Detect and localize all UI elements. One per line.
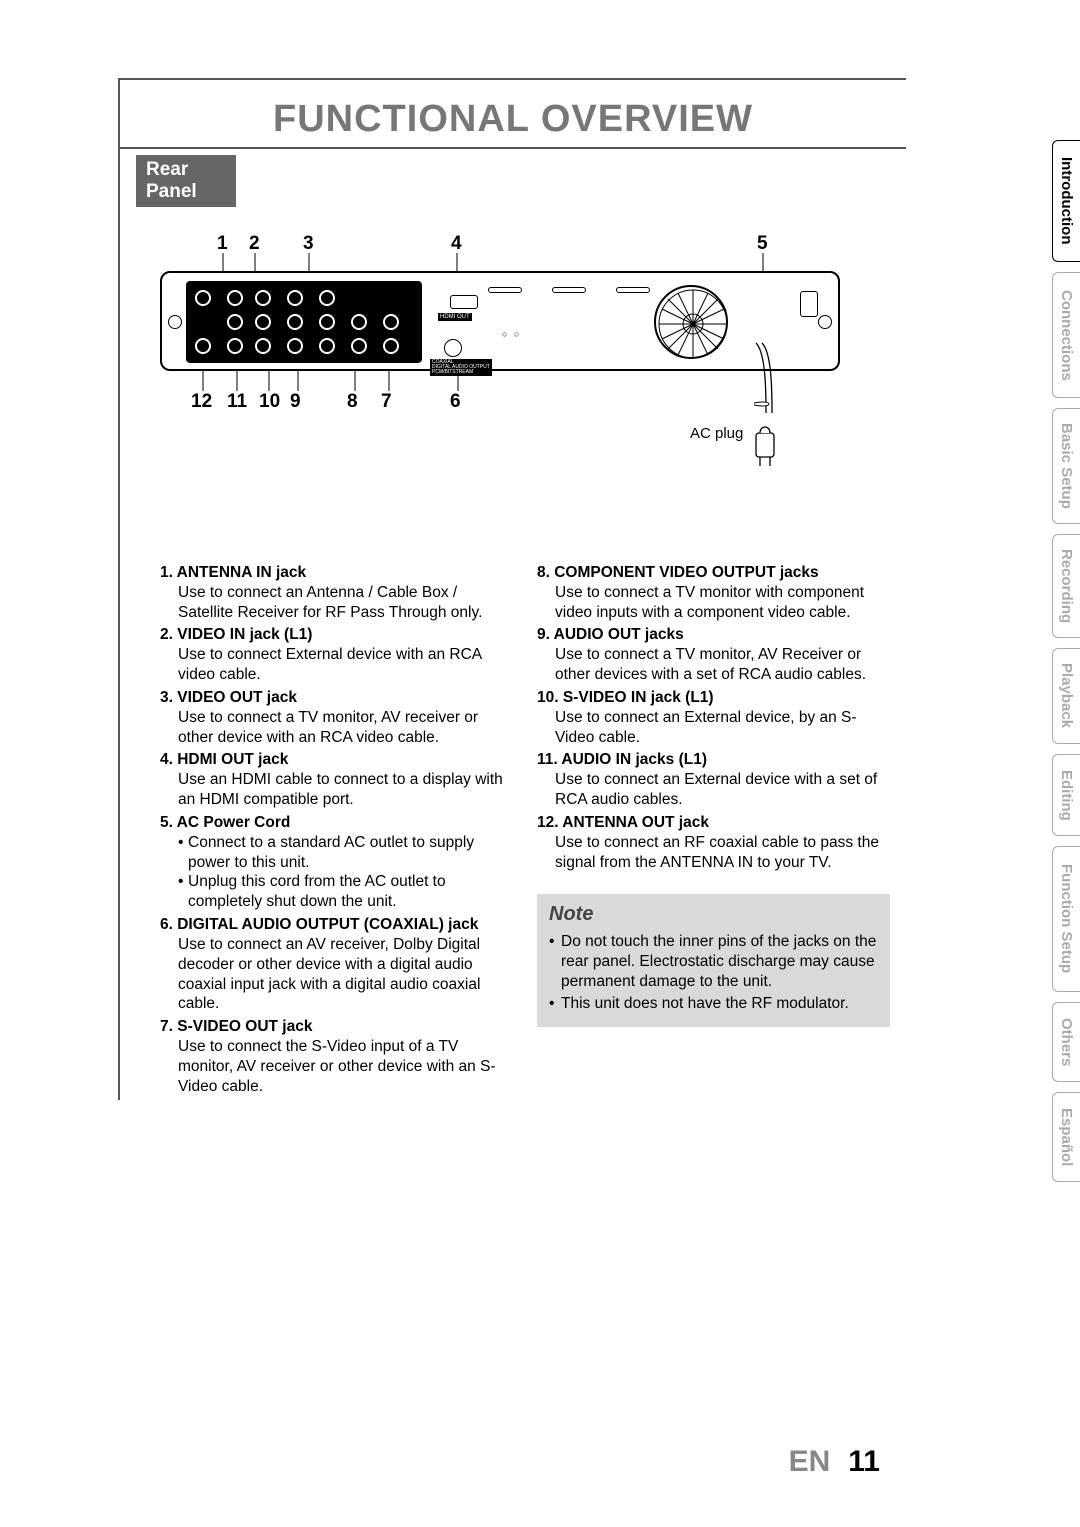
jack-item-head: 10. S-VIDEO IN jack (L1) [537,688,890,708]
jack-item-body: Use to connect the S-Video input of a TV… [160,1037,513,1096]
jack-item-body: Use to connect a TV monitor with compone… [537,583,890,623]
jack-item: 12. ANTENNA OUT jackUse to connect an RF… [537,813,890,872]
note-title: Note [549,902,878,928]
callout-number: 11 [227,391,247,413]
jack-item-head: 12. ANTENNA OUT jack [537,813,890,833]
page-number: EN 11 [0,1445,1080,1479]
title-rule [120,147,906,149]
right-column: 8. COMPONENT VIDEO OUTPUT jacksUse to co… [537,563,890,1100]
callout-number: 12 [191,391,212,413]
jack-item: 9. AUDIO OUT jacksUse to connect a TV mo… [537,625,890,684]
callout-number: 1 [217,233,228,255]
callout-number: 5 [757,233,768,255]
jack-item-head: 1. ANTENNA IN jack [160,563,513,583]
ac-plug-label: AC plug [690,425,743,442]
note-bullet: This unit does not have the RF modulator… [549,994,878,1014]
side-tab-editing[interactable]: Editing [1052,754,1080,836]
jack-item-body: Use to connect a TV monitor, AV receiver… [160,708,513,748]
hdmi-label: HDMI OUT [438,313,472,321]
jack-item-head: 7. S-VIDEO OUT jack [160,1017,513,1037]
page-num-value: 11 [848,1445,880,1478]
jack-item-subbullet: Unplug this cord from the AC outlet to c… [178,872,513,912]
note-box: Note Do not touch the inner pins of the … [537,894,890,1027]
jack-item: 3. VIDEO OUT jackUse to connect a TV mon… [160,688,513,747]
jack-item-head: 5. AC Power Cord [160,813,513,833]
jack-item: 8. COMPONENT VIDEO OUTPUT jacksUse to co… [537,563,890,622]
jack-item-head: 3. VIDEO OUT jack [160,688,513,708]
callout-number: 2 [249,233,260,255]
page-frame: FUNCTIONAL OVERVIEW Rear Panel 12 3 4 5 [118,78,906,1100]
side-tab-function-setup[interactable]: Function Setup [1052,846,1080,992]
jack-item-subbullet: Connect to a standard AC outlet to suppl… [178,833,513,873]
cord-clamp [800,291,818,317]
side-tab-basic-setup[interactable]: Basic Setup [1052,408,1080,524]
side-tab-español[interactable]: Español [1052,1092,1080,1182]
jack-item-body: Use to connect an Antenna / Cable Box / … [160,583,513,623]
jack-item: 6. DIGITAL AUDIO OUTPUT (COAXIAL) jackUs… [160,915,513,1014]
jack-item-body: Use to connect a TV monitor, AV Receiver… [537,645,890,685]
jack-cluster [186,281,422,363]
callout-number: 9 [290,391,301,413]
jack-item-body: Use to connect External device with an R… [160,645,513,685]
jack-item: 7. S-VIDEO OUT jackUse to connect the S-… [160,1017,513,1096]
callout-number: 7 [381,391,392,413]
page-lang: EN [789,1445,831,1478]
jack-item-head: 4. HDMI OUT jack [160,750,513,770]
jack-item-body: Use to connect an External device, by an… [537,708,890,748]
jack-item-head: 6. DIGITAL AUDIO OUTPUT (COAXIAL) jack [160,915,513,935]
jack-item-body: Use an HDMI cable to connect to a displa… [160,770,513,810]
jack-item: 1. ANTENNA IN jackUse to connect an Ante… [160,563,513,622]
jack-item-head: 8. COMPONENT VIDEO OUTPUT jacks [537,563,890,583]
jack-item-body: Use to connect an RF coaxial cable to pa… [537,833,890,873]
callout-number: 4 [451,233,462,255]
jack-item: 4. HDMI OUT jackUse an HDMI cable to con… [160,750,513,809]
jack-item-head: 11. AUDIO IN jacks (L1) [537,750,890,770]
callout-number: 3 [303,233,314,255]
side-tab-others[interactable]: Others [1052,1002,1080,1082]
coaxial-jack [444,339,462,357]
jack-item-head: 9. AUDIO OUT jacks [537,625,890,645]
plug-icon [752,419,778,467]
side-tab-connections[interactable]: Connections [1052,272,1080,398]
jack-item: 2. VIDEO IN jack (L1)Use to connect Exte… [160,625,513,684]
callout-number: 10 [259,391,280,413]
jack-item-sublist: Connect to a standard AC outlet to suppl… [160,833,513,912]
fan-vent [654,285,728,359]
jack-item-head: 2. VIDEO IN jack (L1) [160,625,513,645]
rear-panel-diagram: 12 3 4 5 [160,233,890,473]
hdmi-jack [450,295,478,309]
jack-item: 10. S-VIDEO IN jack (L1)Use to connect a… [537,688,890,747]
section-bar: Rear Panel [136,155,236,207]
jack-item: 11. AUDIO IN jacks (L1)Use to connect an… [537,750,890,809]
description-columns: 1. ANTENNA IN jackUse to connect an Ante… [160,563,890,1100]
side-tab-introduction[interactable]: Introduction [1052,140,1080,262]
callout-number: 6 [450,391,461,413]
page-title: FUNCTIONAL OVERVIEW [120,80,906,147]
callout-number: 8 [347,391,358,413]
jack-item-body: Use to connect an External device with a… [537,770,890,810]
note-bullet: Do not touch the inner pins of the jacks… [549,932,878,991]
jack-item-body: Use to connect an AV receiver, Dolby Dig… [160,935,513,1014]
side-tab-playback[interactable]: Playback [1052,648,1080,744]
jack-item: 5. AC Power CordConnect to a standard AC… [160,813,513,912]
side-tab-recording[interactable]: Recording [1052,534,1080,638]
left-column: 1. ANTENNA IN jackUse to connect an Ante… [160,563,513,1100]
